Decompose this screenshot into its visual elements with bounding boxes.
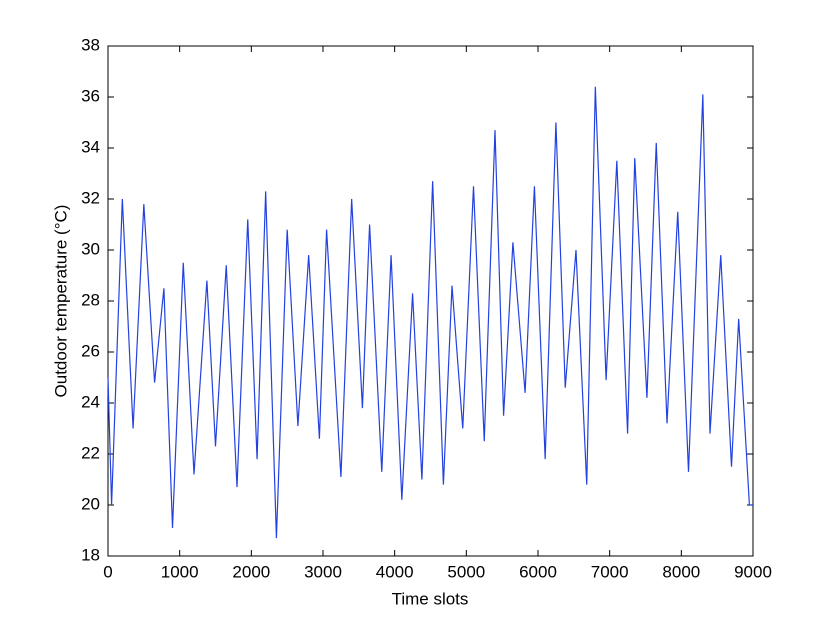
x-tick-label: 6000 <box>519 562 557 581</box>
y-tick-label: 32 <box>81 188 100 207</box>
x-tick-label: 2000 <box>232 562 270 581</box>
y-tick-label: 26 <box>81 341 100 360</box>
x-tick-label: 7000 <box>591 562 629 581</box>
y-tick-label: 18 <box>81 545 100 564</box>
y-tick-label: 24 <box>81 392 100 411</box>
y-tick-label: 38 <box>81 35 100 54</box>
x-tick-label: 3000 <box>304 562 342 581</box>
plot-frame <box>107 45 754 557</box>
x-tick-label: 1000 <box>161 562 199 581</box>
x-tick-label: 8000 <box>662 562 700 581</box>
x-tick-label: 5000 <box>447 562 485 581</box>
x-tick-label: 4000 <box>376 562 414 581</box>
y-tick-label: 22 <box>81 443 100 462</box>
y-tick-label: 28 <box>81 290 100 309</box>
x-tick-label: 0 <box>103 562 112 581</box>
y-axis-label: Outdoor temperature (°C) <box>51 205 70 398</box>
data-line <box>107 86 753 539</box>
y-tick-label: 36 <box>81 86 100 105</box>
y-tick-label: 20 <box>81 494 100 513</box>
y-tick-label: 30 <box>81 239 100 258</box>
y-tick-label: 34 <box>81 137 100 156</box>
x-tick-label: 9000 <box>734 562 772 581</box>
x-axis-label: Time slots <box>392 589 469 608</box>
